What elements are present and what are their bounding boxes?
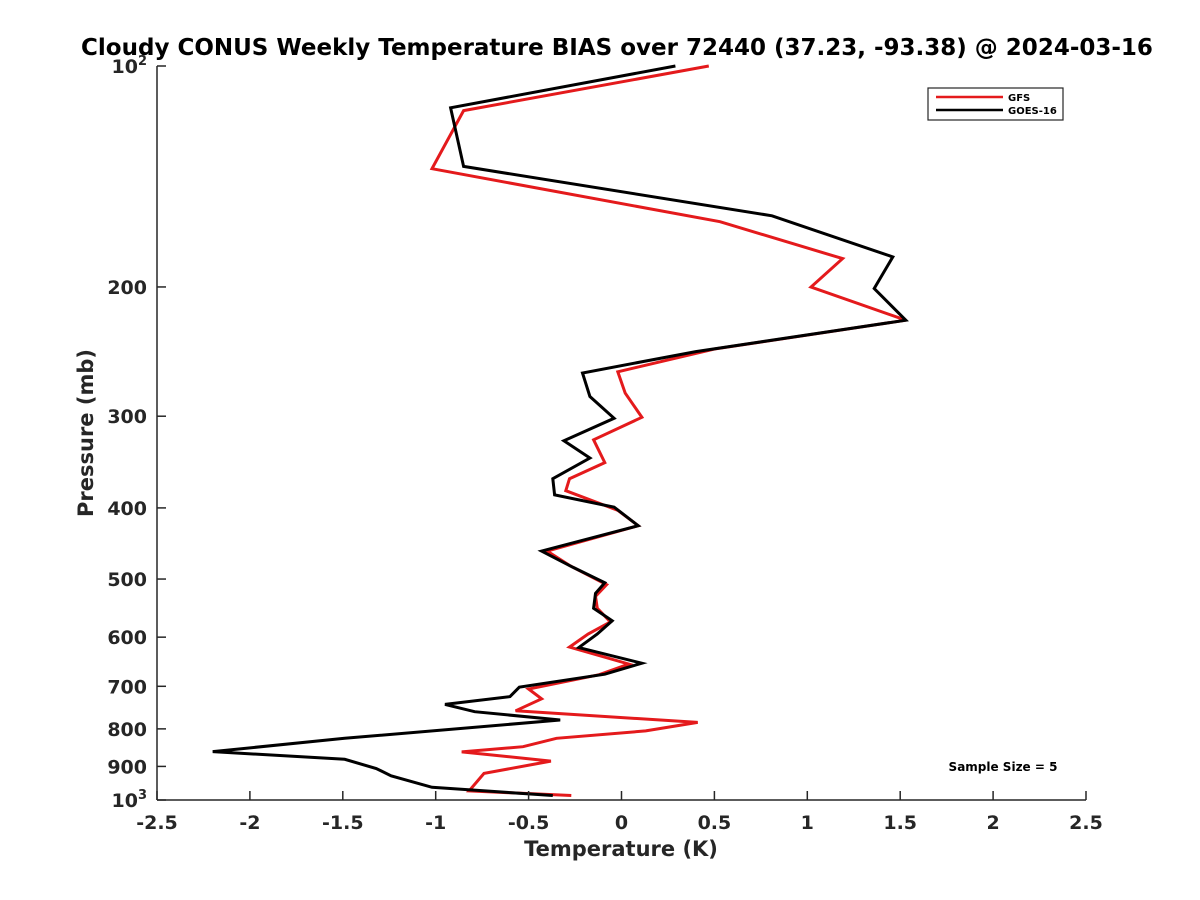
y-tick-label: 800 [107,719,147,741]
x-tick-label: 0.5 [698,812,732,834]
y-tick-label: 400 [107,498,147,520]
series-line-goes16 [212,64,909,797]
y-tick-label: 103 [112,788,148,812]
legend-label-goes16: GOES-16 [1008,106,1057,117]
y-tick-label: 102 [112,54,148,78]
x-ticks: -2.5 -2 -1.5 -1 -0.5 0 0.5 1 1.5 2 2.5 [136,791,1103,834]
y-tick-label: 900 [107,756,147,778]
y-tick-label: 600 [107,627,147,649]
x-tick-label: -2.5 [136,812,178,834]
x-tick-label: 0 [615,812,628,834]
y-tick-label: 200 [107,277,147,299]
x-tick-label: -0.5 [508,812,550,834]
x-tick-label: 2.5 [1069,812,1103,834]
sample-size-annotation: Sample Size = 5 [949,760,1058,774]
x-tick-label: 1 [801,812,814,834]
x-axis-label: Temperature (K) [524,837,718,861]
y-tick-label: 700 [107,676,147,698]
series-layer [212,64,909,797]
x-tick-label: -1 [425,812,446,834]
y-ticks: 102 200 300 400 500 600 700 800 900 103 [107,54,166,812]
y-axis-label: Pressure (mb) [74,349,98,517]
x-tick-label: 2 [986,812,999,834]
legend-label-gfs: GFS [1008,93,1030,104]
legend-box [927,87,1064,121]
y-tick-label: 300 [107,406,147,428]
chart-title: Cloudy CONUS Weekly Temperature BIAS ove… [81,35,1153,61]
x-tick-label: -2 [239,812,260,834]
x-tick-label: -1.5 [322,812,364,834]
y-tick-label: 500 [107,569,147,591]
legend: GFS GOES-16 [927,87,1064,121]
x-tick-label: 1.5 [883,812,917,834]
series-line-gfs [429,64,907,797]
